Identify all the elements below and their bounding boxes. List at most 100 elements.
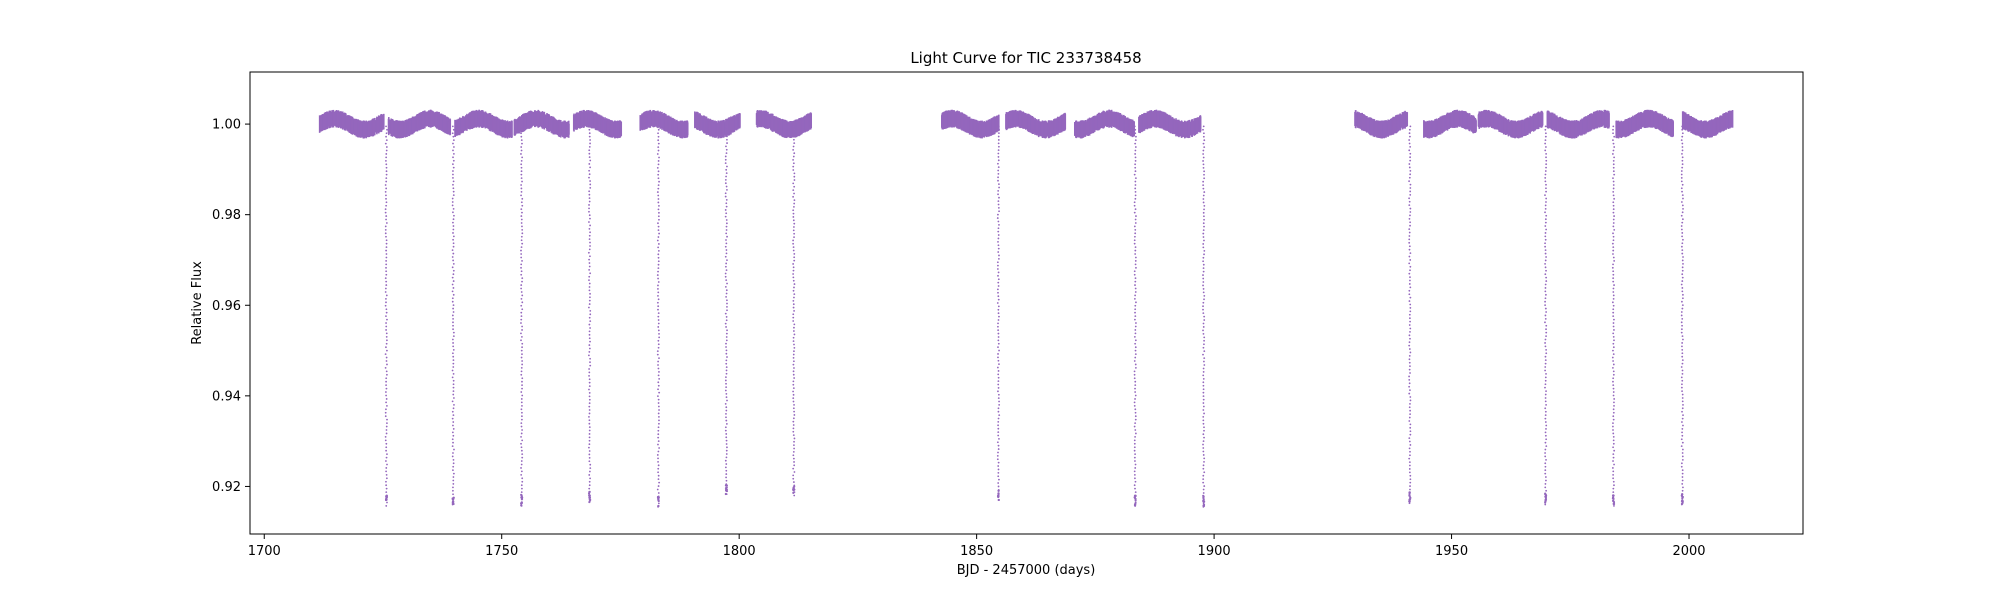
transit-point — [657, 187, 660, 190]
transit-point — [588, 433, 591, 435]
transit-point — [657, 139, 660, 142]
transit-point — [657, 305, 660, 308]
transit-point — [997, 407, 1000, 410]
transit-point — [1134, 480, 1137, 483]
transit-point — [1134, 387, 1136, 390]
flux-band — [511, 121, 513, 138]
transit-point — [725, 433, 728, 435]
baseline-segment — [387, 109, 452, 139]
transit-point — [656, 350, 659, 353]
transit-point — [452, 500, 455, 504]
transit-point — [725, 212, 728, 215]
transit-point — [521, 387, 523, 390]
transit-point — [1135, 266, 1137, 269]
transit-point — [725, 453, 728, 455]
transit-point — [589, 183, 592, 186]
transit-point — [1202, 332, 1205, 335]
transit-dip — [587, 125, 592, 504]
transit-point — [998, 478, 1000, 481]
transit-point — [385, 301, 387, 304]
flux-band — [1199, 116, 1202, 131]
transit-point — [1134, 218, 1137, 221]
transit-point — [792, 383, 795, 386]
transit-point — [793, 202, 796, 205]
baseline-segment — [1354, 110, 1409, 139]
transit-point — [588, 439, 591, 442]
transit-point — [726, 302, 728, 305]
transit-point — [385, 146, 388, 148]
transit-point — [724, 155, 727, 158]
transit-point — [1134, 235, 1136, 238]
transit-point — [451, 400, 454, 403]
transit-point — [1133, 225, 1136, 228]
transit-point — [384, 208, 387, 211]
flux-band — [1541, 112, 1544, 126]
transit-point — [997, 370, 1000, 372]
transit-point — [385, 280, 388, 283]
transit-point — [588, 190, 591, 193]
transit-point — [792, 417, 795, 420]
transit-point — [588, 436, 591, 439]
transit-point — [793, 135, 796, 138]
transit-point — [588, 163, 591, 165]
transit-point — [792, 249, 795, 252]
transit-point — [725, 148, 728, 151]
transit-point — [657, 170, 660, 173]
transit-point — [589, 255, 591, 258]
transit-point — [725, 409, 728, 412]
transit-dip — [996, 125, 1001, 502]
transit-point — [1203, 170, 1206, 173]
transit-point — [588, 176, 590, 179]
transit-point — [589, 467, 592, 470]
transit-point — [521, 280, 523, 283]
transit-point — [520, 218, 523, 221]
transit-point — [1203, 253, 1205, 256]
transit-point — [658, 481, 661, 484]
transit-point — [385, 377, 388, 380]
transit-point — [725, 332, 728, 335]
transit-point — [725, 128, 727, 131]
transit-point — [725, 336, 728, 338]
transit-point — [657, 298, 660, 301]
transit-point — [725, 463, 728, 465]
transit-point — [521, 301, 524, 304]
transit-point — [520, 504, 523, 507]
transit-point — [520, 442, 522, 445]
transit-point — [451, 445, 454, 448]
transit-point — [384, 439, 387, 442]
transit-point — [1134, 398, 1136, 400]
transit-point — [657, 346, 660, 349]
transit-point — [1134, 253, 1137, 255]
transit-point — [658, 332, 660, 335]
transit-point — [588, 392, 591, 394]
transit-point — [520, 467, 522, 469]
transit-point — [520, 222, 523, 224]
transit-point — [656, 239, 659, 242]
transit-point — [997, 193, 999, 196]
transit-point — [996, 454, 999, 457]
transit-point — [589, 310, 592, 312]
transit-point — [997, 353, 999, 355]
transit-point — [726, 356, 728, 358]
transit-point — [452, 211, 454, 214]
transit-point — [385, 235, 387, 238]
transit-point — [998, 404, 1001, 406]
transit-point — [1133, 404, 1136, 407]
transit-point — [1134, 463, 1137, 466]
transit-point — [657, 222, 659, 225]
transit-point — [997, 332, 1000, 335]
transit-point — [793, 199, 796, 202]
transit-point — [724, 312, 727, 315]
transit-point — [520, 398, 523, 400]
transit-point — [1133, 504, 1137, 507]
transit-point — [520, 470, 523, 473]
transit-point — [1202, 128, 1204, 131]
transit-point — [385, 253, 388, 255]
transit-point — [588, 429, 591, 432]
transit-point — [793, 286, 795, 289]
transit-point — [386, 128, 388, 131]
transit-point — [521, 329, 523, 331]
transit-point — [588, 409, 591, 411]
transit-point — [386, 453, 388, 456]
transit-point — [997, 373, 1000, 376]
